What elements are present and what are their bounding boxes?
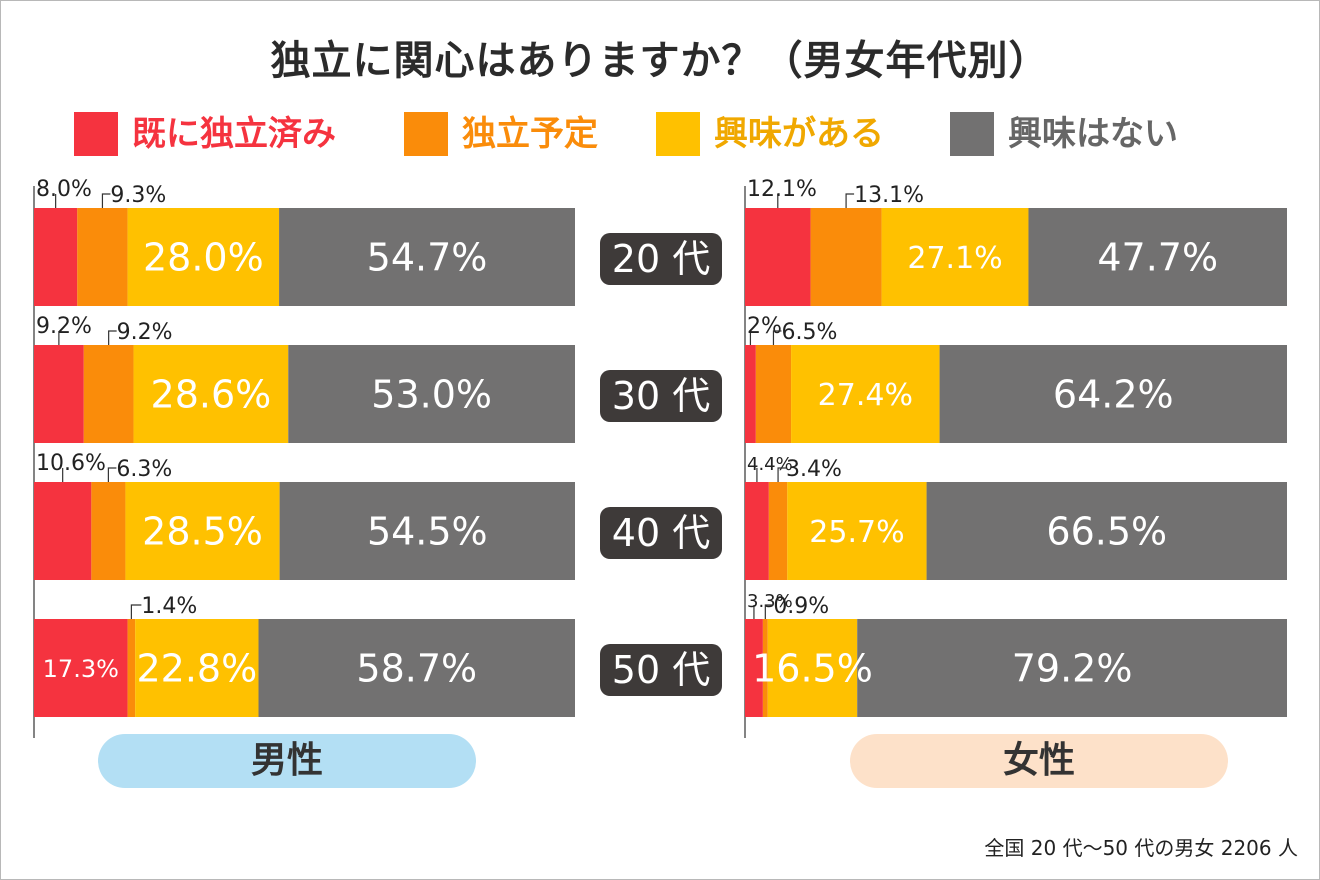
bar-segment <box>791 345 940 443</box>
data-label: 12.1% <box>747 177 817 202</box>
bar-segment <box>767 619 858 717</box>
bar-segment <box>34 208 78 306</box>
data-label: 3.3% <box>747 591 793 612</box>
category-label: 40 代 <box>612 511 710 555</box>
leader-line <box>772 330 782 345</box>
category-pill <box>600 507 722 559</box>
data-label: 13.1% <box>854 183 924 208</box>
category-pill <box>600 644 722 696</box>
female-group-label: 女性 <box>850 734 1228 788</box>
data-label: 6.5% <box>781 320 837 345</box>
bar-segment <box>34 482 92 580</box>
category-pill <box>600 370 722 422</box>
data-label: 3.4% <box>786 457 842 482</box>
legend-label: 既に独立済み <box>132 114 336 154</box>
legend-swatch <box>74 112 118 156</box>
bar-segment <box>768 482 788 580</box>
legend-label: 興味はない <box>1008 114 1178 154</box>
data-label: 22.8% <box>136 647 257 691</box>
bar-segment <box>1028 208 1287 306</box>
bar-segment <box>810 208 882 306</box>
legend-swatch <box>404 112 448 156</box>
legend-swatch <box>656 112 700 156</box>
data-label: 28.6% <box>151 373 272 417</box>
bar-segment <box>125 482 280 580</box>
bar-segment <box>133 345 289 443</box>
data-label: 4.4% <box>747 454 793 475</box>
male-group-label: 男性 <box>98 734 476 788</box>
data-label: 17.3% <box>43 655 119 683</box>
chart-title: 独立に関心はありますか？（男女年代別） <box>270 38 1050 84</box>
bar-segment <box>939 345 1287 443</box>
bar-segment <box>755 345 792 443</box>
leader-line <box>777 467 787 482</box>
bar-segment <box>288 345 575 443</box>
leader-line <box>845 193 855 208</box>
data-label: 9.2% <box>36 314 92 339</box>
data-label: 25.7% <box>809 515 904 550</box>
data-label: 47.7% <box>1097 236 1218 280</box>
bar-segment <box>745 482 769 580</box>
data-label: 10.6% <box>36 451 106 476</box>
bar-segment <box>787 482 927 580</box>
bar-segment <box>745 345 756 443</box>
bar-segment <box>279 482 575 580</box>
bar-segment <box>762 619 768 717</box>
bar-segment <box>258 619 575 717</box>
bar-segment <box>745 619 763 717</box>
data-label: 27.1% <box>907 241 1002 276</box>
category-label: 20 代 <box>612 237 710 281</box>
leader-line <box>101 193 111 208</box>
bar-segment <box>34 619 128 717</box>
bar-segment <box>127 619 136 717</box>
bar-segment <box>83 345 134 443</box>
bar-segment <box>745 208 811 306</box>
leader-line <box>107 467 117 482</box>
category-pill <box>600 233 722 285</box>
bar-segment <box>135 619 259 717</box>
data-label: 1.4% <box>141 594 197 619</box>
data-label: 0.9% <box>773 594 829 619</box>
leader-line <box>130 604 142 619</box>
data-label: 54.7% <box>367 236 488 280</box>
data-label: 27.4% <box>818 378 913 413</box>
bar-segment <box>91 482 126 580</box>
data-label: 79.2% <box>1012 647 1133 691</box>
footnote: 全国 20 代〜50 代の男女 2206 人 <box>984 836 1298 860</box>
legend-label: 独立予定 <box>462 114 598 154</box>
data-label: 8.0% <box>36 177 92 202</box>
data-label: 66.5% <box>1046 510 1167 554</box>
leader-line <box>108 330 117 345</box>
bar-segment <box>34 345 84 443</box>
legend-label: 興味がある <box>714 114 884 154</box>
category-label: 30 代 <box>612 374 710 418</box>
data-label: 64.2% <box>1053 373 1174 417</box>
bar-segment <box>857 619 1287 717</box>
data-label: 58.7% <box>356 647 477 691</box>
bar-segment <box>127 208 280 306</box>
bar-segment <box>77 208 128 306</box>
bar-segment <box>881 208 1029 306</box>
data-label: 9.3% <box>110 183 166 208</box>
bar-segment <box>926 482 1287 580</box>
data-label: 9.2% <box>117 320 173 345</box>
data-label: 28.0% <box>143 236 264 280</box>
data-label: 16.5% <box>752 647 873 691</box>
data-label: 6.3% <box>116 457 172 482</box>
legend-swatch <box>950 112 994 156</box>
data-label: 53.0% <box>371 373 492 417</box>
data-label: 2% <box>747 314 782 339</box>
leader-line <box>764 604 774 619</box>
bar-segment <box>279 208 575 306</box>
data-label: 28.5% <box>142 510 263 554</box>
data-label: 54.5% <box>367 510 488 554</box>
category-label: 50 代 <box>612 648 710 692</box>
